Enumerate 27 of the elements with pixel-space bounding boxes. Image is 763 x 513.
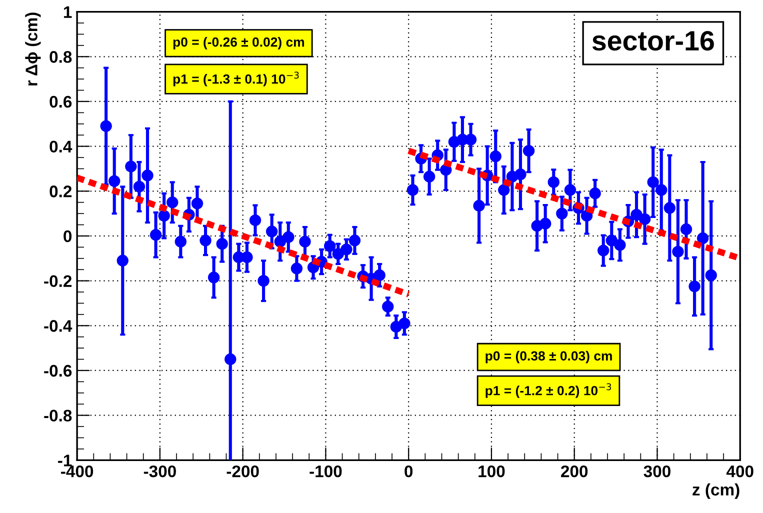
y-tick-label: 0.6 <box>50 96 72 108</box>
x-tick-label: 200 <box>561 465 588 478</box>
y-axis-title: r Δϕ (cm) <box>25 12 41 86</box>
annotation: p0 = (-0.26 ± 0.02) cm <box>173 37 304 50</box>
y-tick-label: -0.8 <box>44 410 72 422</box>
x-tick-label: 300 <box>644 465 670 478</box>
x-tick-label: 400 <box>726 465 754 478</box>
y-tick-label: -0.2 <box>44 275 72 288</box>
y-tick-label: 1 <box>64 6 72 18</box>
y-tick-label: -1 <box>58 454 72 466</box>
y-tick-label: 0 <box>64 230 72 242</box>
y-tick-label: -0.4 <box>44 320 72 332</box>
annotation: p0 = (0.38 ± 0.03) cm <box>486 350 612 364</box>
annotation: p1 = (-1.3 ± 0.1) 10$^{−3}$ <box>173 72 299 86</box>
x-tick-label: -300 <box>144 465 176 478</box>
x-tick-label: 0 <box>404 465 413 478</box>
x-tick-label: -100 <box>310 465 342 478</box>
x-axis-title: z (cm) <box>692 483 740 499</box>
x-tick-label: 100 <box>478 465 505 478</box>
y-tick-label: 0.2 <box>50 186 72 198</box>
x-tick-label: -200 <box>226 465 259 478</box>
text: sector-16 <box>592 30 714 51</box>
x-tick-label: -400 <box>61 465 94 478</box>
y-tick-label: -0.6 <box>44 364 72 377</box>
y-tick-label: 0.4 <box>50 140 72 153</box>
annotation: p1 = (-1.2 ± 0.2) 10$^{−3}$ <box>486 383 612 398</box>
y-tick-label: 0.8 <box>50 51 72 63</box>
